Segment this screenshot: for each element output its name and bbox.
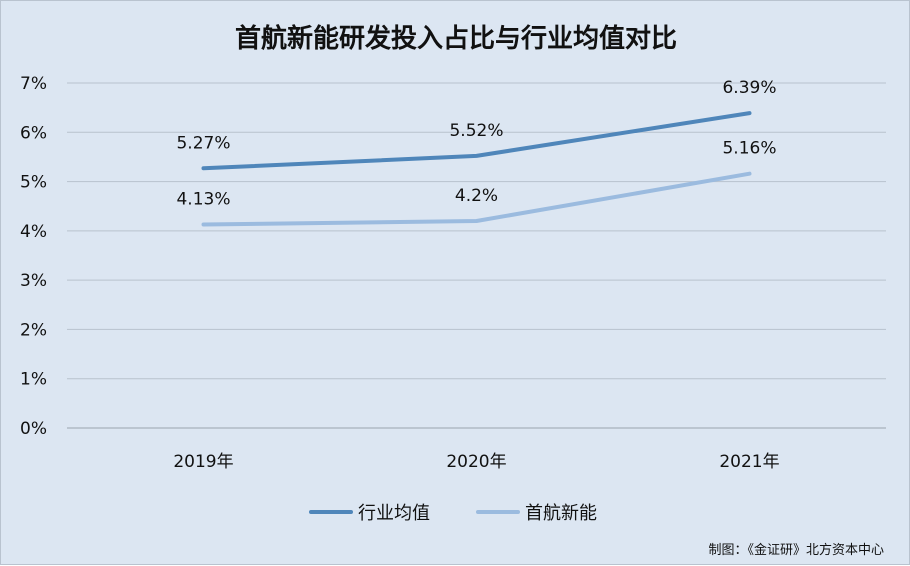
chart-title: 首航新能研发投入占比与行业均值对比 — [235, 23, 677, 54]
legend-label: 行业均值 — [358, 503, 430, 524]
x-tick-label: 2020年 — [446, 452, 506, 472]
gridlines — [67, 82, 886, 429]
source-note: 制图：《金证研》北方资本中心 — [708, 542, 884, 558]
legend-label: 首航新能 — [525, 503, 597, 524]
y-tick-label: 3% — [20, 271, 47, 291]
y-tick-label: 2% — [20, 320, 47, 340]
y-tick-label: 5% — [20, 173, 47, 193]
x-tick-label: 2019年 — [173, 452, 233, 472]
data-label: 4.13% — [176, 189, 230, 209]
data-label: 5.52% — [449, 121, 503, 141]
data-label: 5.27% — [176, 133, 230, 153]
data-label: 5.16% — [722, 139, 776, 159]
legend: 行业均值 首航新能 — [309, 503, 597, 524]
y-tick-label: 7% — [20, 74, 47, 94]
y-tick-label: 6% — [20, 123, 47, 143]
data-label: 6.39% — [722, 78, 776, 98]
y-tick-label: 1% — [20, 370, 47, 390]
series-layer — [201, 111, 752, 227]
x-axis-ticks: 2019年 2020年 2021年 — [173, 452, 779, 472]
y-tick-label: 4% — [20, 222, 47, 242]
y-axis-ticks: 0% 1% 2% 3% 4% 5% 6% 7% — [20, 74, 47, 439]
x-tick-label: 2021年 — [719, 452, 779, 472]
series-line-1 — [201, 111, 752, 171]
data-labels: 5.27% 5.52% 6.39% 4.13% 4.2% 5.16% — [176, 78, 776, 209]
series-line-2 — [201, 171, 752, 227]
data-label: 4.2% — [455, 186, 498, 206]
y-tick-label: 0% — [20, 419, 47, 439]
